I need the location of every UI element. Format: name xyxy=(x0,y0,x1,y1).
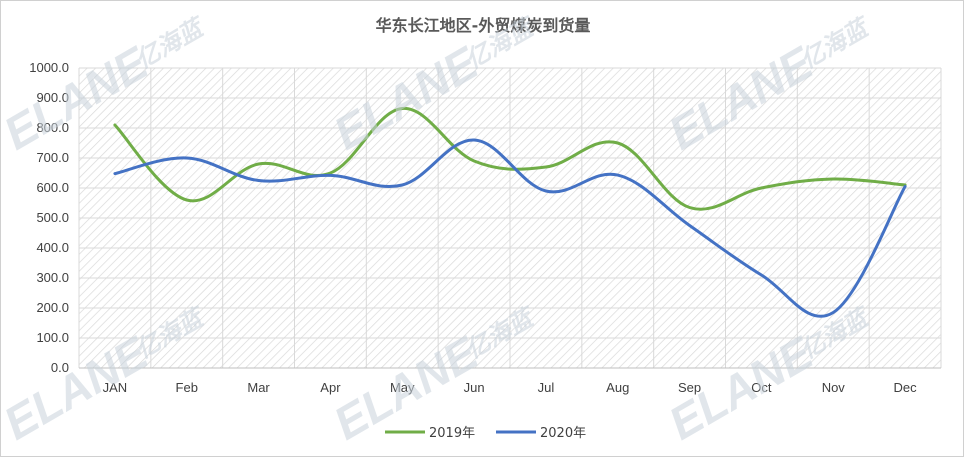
x-tick-label: Jul xyxy=(538,380,555,395)
x-tick-label: Jun xyxy=(464,380,485,395)
x-tick-label: Aug xyxy=(606,380,629,395)
y-tick-label: 700.0 xyxy=(36,150,69,165)
x-tick-label: JAN xyxy=(103,380,128,395)
watermark-cn: 亿海蓝 xyxy=(796,13,875,74)
legend-label-2019: 2019年 xyxy=(429,426,475,441)
chart-title: 华东长江地区-外贸煤炭到货量 xyxy=(376,16,591,35)
series-lines xyxy=(113,106,907,318)
x-tick-label: Mar xyxy=(247,380,270,395)
x-tick-label: Oct xyxy=(751,380,772,395)
y-tick-label: 300.0 xyxy=(36,270,69,285)
watermark-cn: 亿海蓝 xyxy=(131,13,210,74)
x-tick-label: Nov xyxy=(822,380,846,395)
x-tick-label: Feb xyxy=(176,380,198,395)
series-line-1 xyxy=(113,138,907,318)
y-tick-label: 1000.0 xyxy=(29,60,69,75)
y-tick-label: 0.0 xyxy=(51,360,69,375)
gridlines xyxy=(78,67,942,369)
y-tick-label: 400.0 xyxy=(36,240,69,255)
legend-item-2019: 2019年 xyxy=(385,426,475,441)
legend: 2019年 2020年 xyxy=(385,426,586,441)
x-tick-label: Dec xyxy=(894,380,918,395)
legend-label-2020: 2020年 xyxy=(540,426,586,441)
x-tick-label: Sep xyxy=(678,380,701,395)
y-tick-label: 900.0 xyxy=(36,90,69,105)
x-tick-label: May xyxy=(390,380,415,395)
y-axis: 0.0 100.0 200.0 300.0 400.0 500.0 600.0 700.0 80… xyxy=(29,60,69,375)
y-tick-label: 500.0 xyxy=(36,210,69,225)
legend-item-2020: 2020年 xyxy=(496,426,586,441)
series-line-0 xyxy=(113,106,907,211)
x-axis: JAN Feb Mar Apr May Jun Jul Aug Sep Oct Nov Dec xyxy=(79,367,941,395)
y-tick-label: 600.0 xyxy=(36,180,69,195)
y-tick-label: 800.0 xyxy=(36,120,69,135)
x-tick-label: Apr xyxy=(320,380,341,395)
y-tick-label: 100.0 xyxy=(36,330,69,345)
y-tick-label: 200.0 xyxy=(36,300,69,315)
